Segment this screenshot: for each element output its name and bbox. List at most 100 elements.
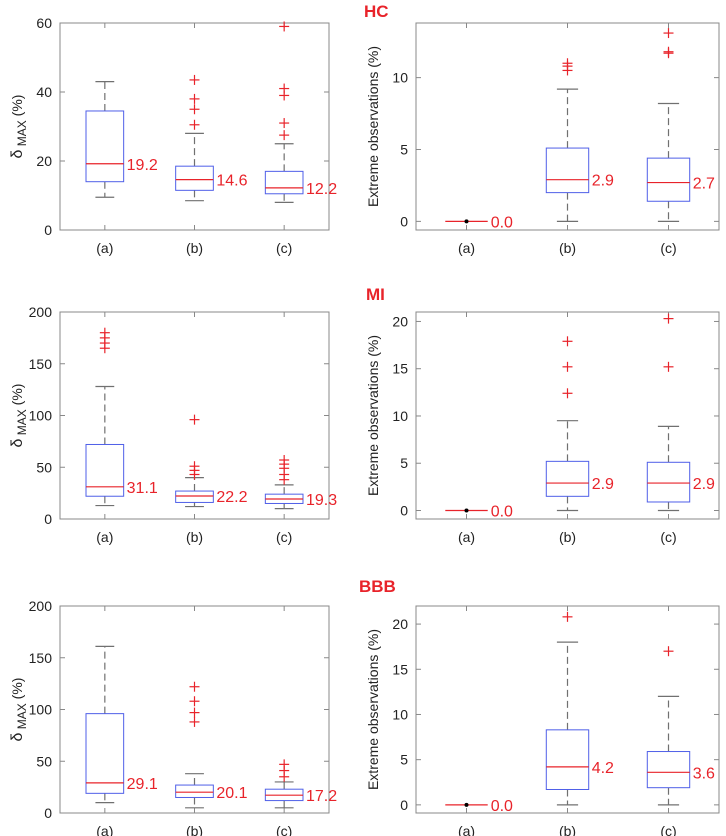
y-tick-label: 100: [29, 702, 53, 718]
median-label: 2.9: [592, 173, 614, 190]
outlier-marker: [189, 681, 200, 692]
outlier-marker: [562, 611, 573, 622]
median-label: 2.7: [693, 176, 715, 193]
y-tick-label: 0: [44, 805, 52, 821]
y-tick-label: 5: [400, 455, 408, 471]
box-iqr: [85, 713, 125, 794]
outlier-marker: [189, 461, 200, 472]
axes-frame: [415, 605, 720, 814]
y-tick-label: 0: [44, 222, 52, 238]
x-tick-label: (a): [458, 823, 475, 836]
outlier-marker: [279, 130, 290, 141]
y-tick-label: 20: [392, 616, 408, 632]
median-label: 2.9: [592, 476, 614, 493]
y-tick-label: 5: [400, 142, 408, 158]
x-tick-label: (b): [186, 529, 203, 545]
median-label: 29.1: [127, 776, 158, 793]
x-tick-label: (c): [660, 823, 676, 836]
box-iqr: [545, 147, 590, 194]
box-1: 0.0: [445, 214, 513, 231]
outlier-marker: [279, 21, 290, 32]
outlier-marker: [279, 83, 290, 94]
x-tick-label: (a): [96, 529, 113, 545]
y-tick-label: 0: [44, 511, 52, 527]
x-tick-label: (c): [276, 529, 292, 545]
y-tick-label: 0: [400, 797, 408, 813]
outlier-marker: [189, 716, 200, 727]
outlier-marker: [663, 28, 674, 39]
x-tick-label: (c): [276, 823, 292, 836]
panel-2: 0 5 10 (a) (b) (c) Extreme observations (%) 0.0…: [365, 22, 720, 256]
median-label: 20.1: [216, 785, 247, 802]
x-tick-label: (a): [96, 823, 113, 836]
y-axis-label: δ MAX (%): [9, 95, 29, 159]
outlier-marker: [189, 414, 200, 425]
y-tick-label: 200: [29, 304, 53, 320]
median-label: 22.2: [216, 489, 247, 506]
y-tick-label: 20: [36, 153, 52, 169]
outlier-marker: [189, 74, 200, 85]
outlier-marker: [562, 361, 573, 372]
y-tick-label: 10: [392, 70, 408, 86]
box-3: 2.9: [646, 313, 715, 512]
median-label: 3.6: [693, 765, 715, 782]
box-iqr: [175, 165, 214, 191]
outlier-marker: [663, 46, 674, 57]
median-dot: [464, 802, 469, 807]
box-iqr: [545, 729, 590, 790]
median-label: 0.0: [491, 798, 513, 815]
outlier-marker: [189, 696, 200, 707]
x-tick-label: (b): [559, 240, 576, 256]
median-label: 31.1: [127, 480, 158, 497]
box-iqr: [175, 490, 214, 503]
outlier-marker: [663, 313, 674, 324]
box-3: 19.3: [264, 455, 337, 510]
box-iqr: [545, 460, 590, 497]
box-1: 0.0: [445, 503, 513, 520]
box-3: 3.6: [646, 646, 715, 806]
outlier-marker: [189, 93, 200, 104]
x-tick-label: (b): [186, 823, 203, 836]
panel-4: 0 5 10 15 20 (a) (b) (c) Extreme observations (%…: [365, 311, 720, 545]
x-tick-label: (b): [186, 240, 203, 256]
box-iqr: [646, 157, 691, 202]
x-tick-label: (a): [458, 240, 475, 256]
median-label: 4.2: [592, 760, 614, 777]
y-tick-label: 10: [392, 408, 408, 424]
y-axis-label: Extreme observations (%): [365, 629, 381, 790]
y-axis-label: δ MAX (%): [9, 384, 29, 448]
box-2: 20.1: [175, 681, 248, 809]
group-title-hc: HC: [364, 2, 389, 21]
y-tick-label: 20: [392, 313, 408, 329]
y-tick-label: 150: [29, 356, 53, 372]
median-label: 0.0: [491, 214, 513, 231]
outlier-marker: [189, 104, 200, 115]
box-2: 4.2: [545, 611, 614, 806]
y-tick-label: 50: [36, 459, 52, 475]
outlier-marker: [99, 327, 110, 338]
box-3: 17.2: [264, 759, 337, 809]
outlier-marker: [663, 646, 674, 657]
box-3: 2.7: [646, 28, 715, 222]
box-iqr: [85, 443, 125, 497]
box-iqr: [646, 461, 691, 503]
box-2: 2.9: [545, 58, 614, 222]
box-iqr: [646, 751, 691, 789]
outlier-marker: [562, 58, 573, 69]
box-1: 31.1: [85, 327, 158, 507]
y-tick-label: 40: [36, 84, 52, 100]
x-tick-label: (b): [559, 529, 576, 545]
y-tick-label: 15: [392, 361, 408, 377]
outlier-marker: [189, 119, 200, 130]
panel-3: 0 50 100 150 200 (a) (b) (c) δ MAX (%) 31.1 22.2 19…: [9, 304, 337, 545]
median-label: 14.6: [216, 173, 247, 190]
y-axis-label: Extreme observations (%): [365, 46, 381, 207]
panel-6: 0 5 10 15 20 (a) (b) (c) Extreme observations (%…: [365, 605, 720, 836]
y-tick-label: 50: [36, 753, 52, 769]
median-dot: [464, 219, 469, 224]
y-tick-label: 0: [400, 213, 408, 229]
outlier-marker: [562, 336, 573, 347]
y-axis-label: Extreme observations (%): [365, 335, 381, 496]
x-tick-label: (a): [96, 240, 113, 256]
median-label: 12.2: [306, 181, 337, 198]
